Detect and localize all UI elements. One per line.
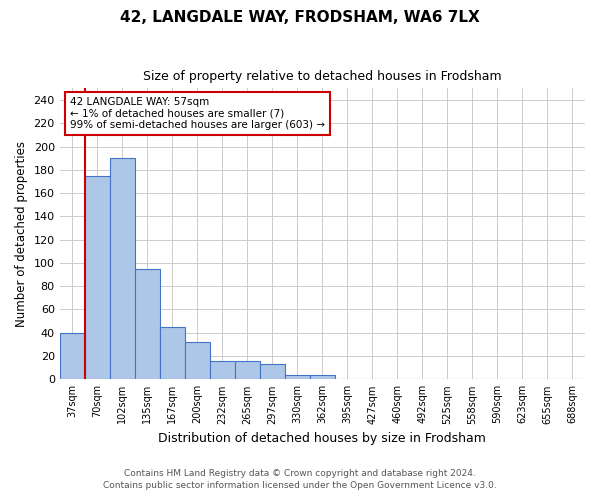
- Bar: [210, 360, 235, 380]
- Bar: [235, 360, 260, 380]
- Y-axis label: Number of detached properties: Number of detached properties: [15, 141, 28, 327]
- Text: 42, LANGDALE WAY, FRODSHAM, WA6 7LX: 42, LANGDALE WAY, FRODSHAM, WA6 7LX: [120, 10, 480, 25]
- Bar: [185, 342, 210, 380]
- Bar: [59, 333, 85, 380]
- Text: 42 LANGDALE WAY: 57sqm
← 1% of detached houses are smaller (7)
99% of semi-detac: 42 LANGDALE WAY: 57sqm ← 1% of detached …: [70, 97, 325, 130]
- Bar: [85, 176, 110, 380]
- Bar: [160, 327, 185, 380]
- Bar: [285, 374, 310, 380]
- Text: Contains HM Land Registry data © Crown copyright and database right 2024.
Contai: Contains HM Land Registry data © Crown c…: [103, 468, 497, 490]
- Bar: [310, 374, 335, 380]
- Title: Size of property relative to detached houses in Frodsham: Size of property relative to detached ho…: [143, 70, 502, 83]
- X-axis label: Distribution of detached houses by size in Frodsham: Distribution of detached houses by size …: [158, 432, 486, 445]
- Bar: [260, 364, 285, 380]
- Bar: [110, 158, 135, 380]
- Bar: [135, 268, 160, 380]
